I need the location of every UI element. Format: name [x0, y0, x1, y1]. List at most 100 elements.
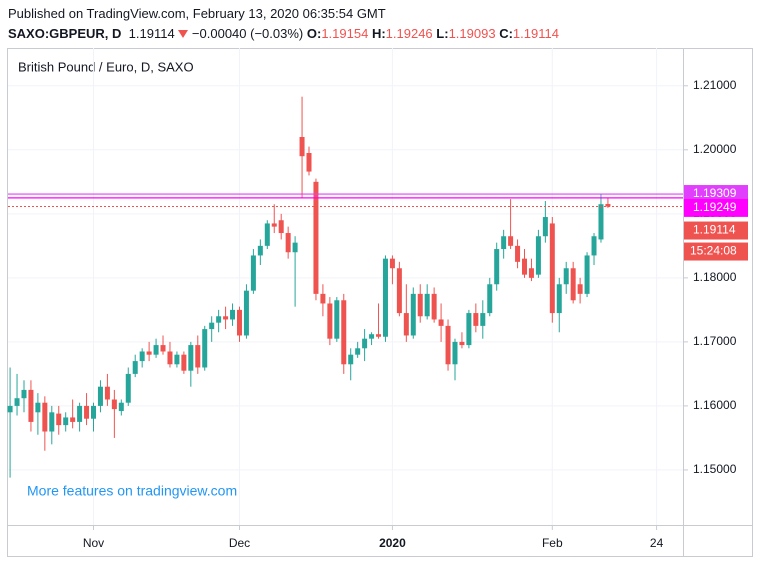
candle-body: [181, 354, 187, 371]
candle-body: [473, 313, 479, 326]
candle-body: [7, 405, 13, 413]
down-arrow: [178, 30, 189, 39]
candle-body: [236, 309, 242, 336]
candle-body: [35, 402, 41, 413]
candle-body: [501, 236, 507, 250]
candle-body: [410, 293, 416, 336]
low-label: L:: [436, 26, 449, 41]
candle-body: [160, 345, 166, 352]
candle-body: [285, 233, 291, 253]
candle-body: [243, 290, 249, 336]
candle-body: [306, 153, 312, 172]
candle-body: [438, 319, 444, 326]
candle-body: [97, 386, 103, 406]
candle-body: [292, 242, 298, 253]
candle-body: [320, 293, 326, 304]
high: 1.19246: [385, 26, 433, 41]
candle-body: [250, 255, 256, 291]
candle-body: [49, 412, 55, 432]
candle-body: [56, 413, 62, 426]
close: 1.19114: [512, 26, 559, 41]
candle-body: [209, 322, 215, 330]
candle-body: [42, 402, 48, 432]
candle-body: [21, 389, 27, 399]
candle-body: [77, 405, 83, 422]
x-tick-label: Dec: [229, 536, 250, 550]
candle-body: [118, 402, 124, 412]
candle-body: [70, 417, 76, 422]
quote-line: SAXO:GBPEUR, D 1.19114 −0.00040 (−0.03%)…: [8, 24, 559, 44]
x-tick-label: 24: [650, 536, 664, 550]
watermark: More features on tradingview.com: [27, 483, 237, 499]
candle-body: [369, 334, 375, 339]
y-tick-label: 1.18000: [693, 270, 737, 284]
y-tick-label: 1.15000: [693, 462, 737, 476]
candle-body: [125, 373, 131, 403]
candle-body: [376, 334, 382, 337]
line-price-tag: 1.19249: [693, 200, 737, 214]
last-price-tag: 1.19114: [693, 223, 736, 237]
candle-body: [556, 284, 562, 314]
candle-body: [299, 136, 305, 157]
candle-body: [188, 345, 194, 371]
candle-body: [230, 309, 236, 320]
candle-body: [487, 284, 493, 314]
open: 1.19154: [321, 26, 369, 41]
candle-body: [167, 351, 173, 365]
candle-body: [139, 351, 145, 362]
candle-body: [605, 203, 611, 207]
candle-body: [508, 236, 514, 246]
y-tick-label: 1.20000: [693, 142, 737, 156]
candle-body: [563, 268, 569, 285]
last-price-tag-bg: [684, 221, 748, 240]
candle-body: [14, 398, 20, 406]
plot: [7, 96, 611, 478]
countdown-bg: [684, 242, 748, 261]
candle-body: [111, 399, 117, 410]
published: Published on TradingView.com, February 1…: [8, 6, 386, 21]
candle-body: [91, 405, 97, 419]
candle-body: [132, 361, 138, 374]
candle-body: [431, 293, 437, 320]
candle-body: [84, 405, 90, 419]
candle-body: [362, 338, 368, 349]
candle-body: [591, 236, 597, 256]
header: Published on TradingView.com, February 1…: [8, 4, 559, 44]
close-label: C:: [499, 26, 513, 41]
candle-body: [445, 325, 451, 365]
candle-body: [223, 316, 229, 320]
candle-body: [382, 258, 388, 337]
candle-body: [341, 300, 347, 365]
x-tick-label: 2020: [379, 536, 406, 550]
candle-body: [396, 268, 402, 314]
candle-body: [459, 341, 465, 346]
y-tick-label: 1.17000: [693, 334, 737, 348]
candle-body: [216, 316, 222, 323]
open-label: O:: [306, 26, 322, 41]
change: −0.00040 (−0.03%): [191, 26, 304, 41]
candle-body: [577, 284, 583, 294]
candle-body: [598, 204, 604, 240]
candle-body: [104, 386, 110, 400]
candle-body: [327, 303, 333, 339]
candle-body: [542, 217, 548, 237]
candle-body: [257, 245, 263, 256]
frame: [7, 48, 753, 557]
candle-body: [515, 245, 521, 262]
candle-body: [535, 236, 541, 275]
candle-body: [570, 268, 576, 301]
candle-body: [195, 345, 201, 368]
candle-body: [480, 313, 486, 326]
candle-body: [63, 417, 69, 426]
candle-body: [146, 351, 152, 355]
candle-body: [389, 258, 395, 269]
high-label: H:: [371, 26, 386, 41]
candle-body: [466, 313, 472, 346]
candle-body: [522, 258, 528, 275]
candle-body: [584, 255, 590, 294]
price: 1.19114: [128, 26, 175, 41]
candle-body: [348, 354, 354, 365]
candle-body: [417, 293, 423, 317]
candle-body: [334, 300, 340, 339]
